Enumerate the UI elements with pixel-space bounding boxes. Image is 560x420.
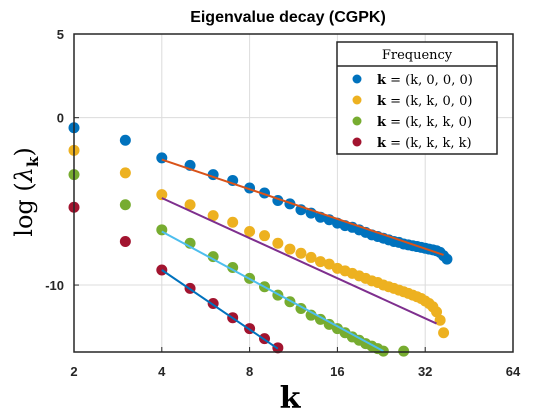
legend-entry: k = (k, k, k, k)	[377, 136, 472, 151]
fit-line	[161, 230, 384, 353]
data-point	[295, 247, 307, 259]
data-point	[207, 251, 219, 263]
fit-line	[161, 158, 444, 256]
data-point	[398, 345, 410, 357]
fit-line	[161, 197, 437, 325]
legend-marker	[352, 74, 362, 84]
legend-entry: k = (k, k, 0, 0)	[377, 94, 472, 109]
data-point	[441, 253, 453, 265]
legend: Frequency k = (k, 0, 0, 0) k = (k, k, 0, 0…	[336, 41, 498, 155]
y-tick-label: -10	[45, 278, 64, 293]
legend-marker	[352, 116, 362, 126]
data-point	[314, 256, 326, 268]
series-3	[68, 169, 410, 357]
x-tick-label: 32	[418, 364, 432, 379]
legend-marker	[352, 95, 362, 105]
data-point	[184, 199, 196, 211]
fit-line	[161, 269, 279, 350]
series-4	[68, 201, 284, 354]
data-point	[244, 225, 256, 237]
legend-title: Frequency	[382, 48, 453, 63]
chart-title: Eigenvalue decay (CGPK)	[190, 9, 386, 26]
data-point	[119, 199, 131, 211]
data-point	[119, 167, 131, 179]
data-point	[156, 189, 168, 201]
data-point	[323, 258, 335, 270]
tick-layer: 2 4 8 16 32 64 5 0 -10	[45, 27, 521, 379]
y-tick-label: 5	[57, 27, 64, 42]
x-axis-label: k	[280, 381, 302, 416]
data-point	[305, 309, 317, 321]
series-1	[68, 122, 453, 265]
legend-marker	[352, 137, 362, 147]
data-point	[119, 236, 131, 248]
data-point	[272, 237, 284, 249]
x-tick-label: 16	[330, 364, 344, 379]
data-point	[227, 216, 239, 228]
legend-entry: k = (k, 0, 0, 0)	[377, 73, 473, 88]
data-point	[438, 327, 450, 339]
data-point	[259, 230, 271, 242]
legend-box	[336, 41, 498, 155]
legend-entry: k = (k, k, k, 0)	[377, 115, 472, 130]
y-axis-label: log (λk)	[10, 147, 42, 236]
data-point	[434, 314, 446, 326]
x-tick-label: 2	[70, 364, 77, 379]
data-point	[284, 243, 296, 255]
x-tick-label: 64	[506, 364, 521, 379]
series-2	[68, 144, 450, 339]
plot-frame	[73, 33, 514, 353]
series-layer	[68, 122, 453, 357]
data-point	[323, 318, 335, 330]
data-point	[119, 134, 131, 146]
x-tick-label: 4	[158, 364, 166, 379]
data-point	[305, 251, 317, 263]
x-tick-label: 8	[246, 364, 253, 379]
y-tick-label: 0	[57, 111, 64, 126]
data-point	[207, 210, 219, 222]
svg-text:log (λk): log (λk)	[10, 147, 42, 236]
data-point	[431, 306, 443, 318]
